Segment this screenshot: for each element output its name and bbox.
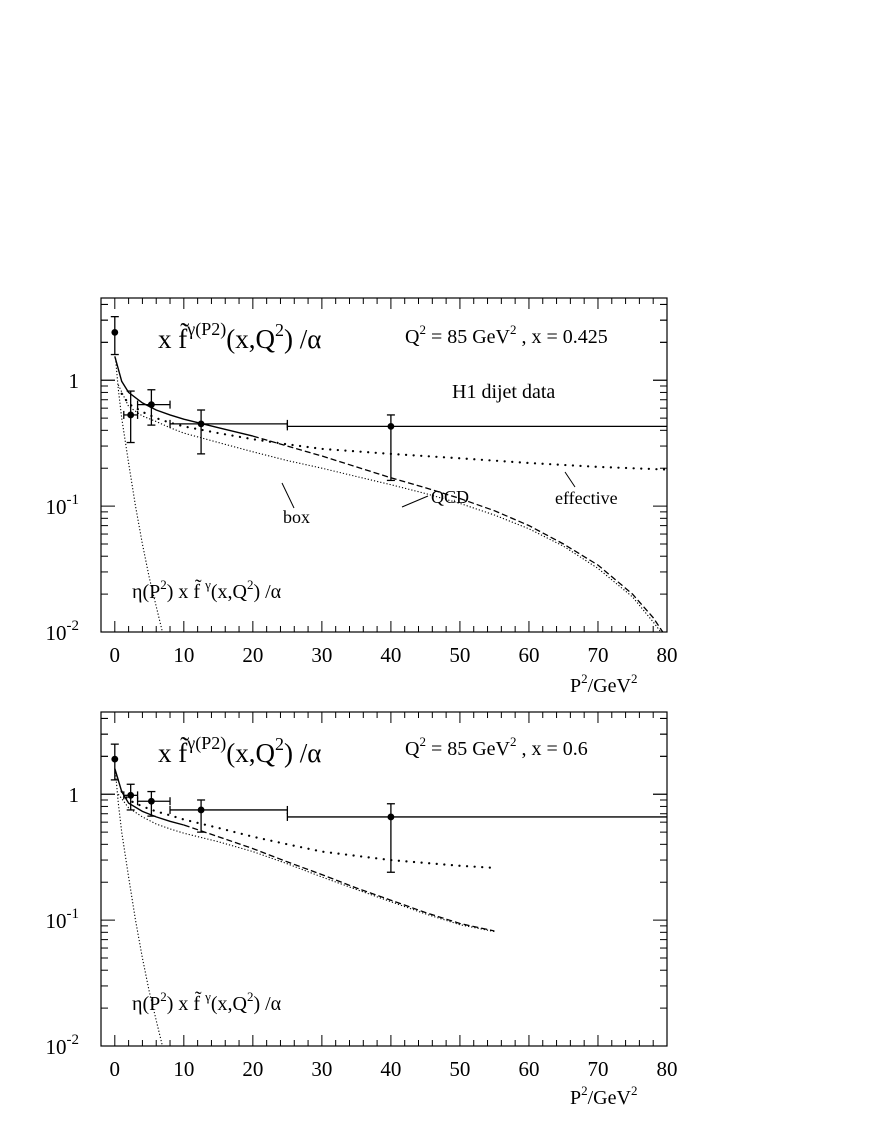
y-tick-label-bottom: 10-2 xyxy=(46,1032,80,1059)
data-marker xyxy=(127,791,135,799)
x-tick-label-bottom: 10 xyxy=(173,1057,194,1081)
curve-box-bottom xyxy=(117,793,495,933)
data-point-top xyxy=(169,409,289,455)
data-point-top xyxy=(136,389,171,426)
x-tick-label-bottom: 30 xyxy=(311,1057,332,1081)
x-tick-label-top: 60 xyxy=(518,643,539,667)
data-point-bottom xyxy=(136,790,171,817)
curve-qcd-top xyxy=(252,435,664,632)
data-point-top xyxy=(123,390,139,444)
y-tick-label-top: 1 xyxy=(69,369,80,393)
panel-bottom: 0 10 20 30 40 50 60 70 80 1 10-1 10-2 x f̃γ(P2)(x,Q… xyxy=(46,711,678,1109)
panel-title-bottom: x f̃γ(P2)(x,Q2) /α xyxy=(158,733,321,768)
y-tick-label-bottom: 1 xyxy=(69,783,80,807)
panel-top: 0 10 20 30 40 50 60 70 80 1 10-1 10-2 x f̃γ(P2)(x,Q… xyxy=(46,297,678,697)
x-tick-label-top: 80 xyxy=(657,643,678,667)
eta-label-top: η(P2) x f̃ γ(x,Q2) /α xyxy=(132,577,282,603)
x-tick-label-bottom: 20 xyxy=(242,1057,263,1081)
data-point-bottom xyxy=(123,783,139,811)
data-point-top xyxy=(286,414,667,482)
x-tick-label-top: 70 xyxy=(587,643,608,667)
kinematics-label-bottom: Q2 = 85 GeV2 , x = 0.6 xyxy=(405,734,588,760)
data-marker xyxy=(111,755,119,763)
data-marker xyxy=(387,422,395,430)
data-label-top: H1 dijet data xyxy=(452,381,555,403)
data-marker xyxy=(387,813,395,821)
y-tick-label-top: 10-1 xyxy=(46,492,80,519)
y-tick-label-bottom: 10-1 xyxy=(46,906,80,933)
kinematics-label-top: Q2 = 85 GeV2 , x = 0.425 xyxy=(405,322,608,348)
axes-ticks-top: 0 10 20 30 40 50 60 70 80 1 10-1 10-2 xyxy=(46,298,678,667)
curve-qcd-bottom xyxy=(183,824,495,932)
curve-solid-top xyxy=(114,356,254,437)
x-tick-label-top: 40 xyxy=(380,643,401,667)
x-axis-title-top: P2/GeV2 xyxy=(570,671,637,697)
data-marker xyxy=(197,806,205,814)
x-tick-label-top: 0 xyxy=(110,643,121,667)
eta-label-bottom: η(P2) x f̃ γ(x,Q2) /α xyxy=(132,989,282,1015)
x-tick-label-top: 50 xyxy=(449,643,470,667)
x-tick-label-bottom: 50 xyxy=(449,1057,470,1081)
curve-effective-top xyxy=(120,392,667,471)
x-tick-label-bottom: 70 xyxy=(587,1057,608,1081)
series-bottom xyxy=(110,743,667,1046)
axes-ticks-bottom: 0 10 20 30 40 50 60 70 80 1 10-1 10-2 xyxy=(46,712,678,1081)
data-point-bottom xyxy=(110,743,119,781)
x-tick-label-bottom: 40 xyxy=(380,1057,401,1081)
data-marker xyxy=(147,401,155,409)
x-tick-label-bottom: 0 xyxy=(110,1057,121,1081)
series-top xyxy=(110,315,667,632)
box-label-leader xyxy=(281,482,295,509)
x-tick-label-bottom: 60 xyxy=(518,1057,539,1081)
x-tick-label-top: 10 xyxy=(173,643,194,667)
data-point-top xyxy=(110,315,119,356)
x-axis-title-bottom: P2/GeV2 xyxy=(570,1083,637,1109)
x-tick-label-top: 30 xyxy=(311,643,332,667)
plot-frame-bottom xyxy=(100,711,668,1047)
effective-label-leader xyxy=(564,471,576,488)
panel-title-top: x f̃γ(P2)(x,Q2) /α xyxy=(158,319,321,354)
box-label: box xyxy=(283,507,310,527)
data-marker xyxy=(111,328,119,336)
qcd-label-leader xyxy=(401,495,429,508)
plot-area-top xyxy=(110,315,667,632)
x-tick-label-top: 20 xyxy=(242,643,263,667)
plot-area-bottom xyxy=(110,743,667,1046)
y-tick-label-top: 10-2 xyxy=(46,618,80,645)
x-tick-label-bottom: 80 xyxy=(657,1057,678,1081)
data-point-bottom xyxy=(286,803,667,873)
data-point-bottom xyxy=(169,799,289,833)
plot-frame-top xyxy=(100,297,668,633)
curve-box-top xyxy=(117,384,662,632)
effective-label: effective xyxy=(555,488,618,508)
data-marker xyxy=(147,797,155,805)
qcd-label: QCD xyxy=(431,487,469,507)
curve-effective-bottom xyxy=(120,790,496,869)
curve-eta-top xyxy=(114,358,163,632)
data-marker xyxy=(127,411,135,419)
data-marker xyxy=(197,420,205,428)
curve-eta-bottom xyxy=(114,772,163,1046)
